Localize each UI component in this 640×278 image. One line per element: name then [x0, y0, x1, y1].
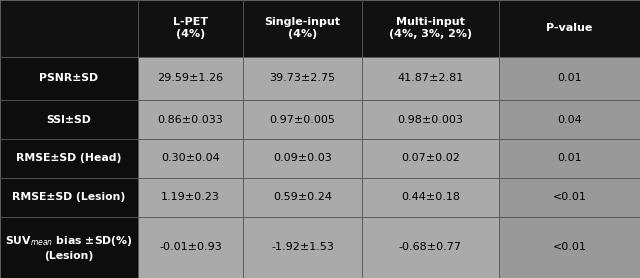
Bar [138, 100, 243, 139]
Text: SSI±SD: SSI±SD [46, 115, 92, 125]
Bar [362, 178, 499, 217]
Bar [138, 139, 243, 178]
Bar [499, 217, 640, 278]
Text: 0.04: 0.04 [557, 115, 582, 125]
Bar [243, 57, 362, 100]
Text: <0.01: <0.01 [553, 192, 586, 202]
Text: 0.30±0.04: 0.30±0.04 [161, 153, 220, 163]
Bar [499, 100, 640, 139]
Text: Single-input
(4%): Single-input (4%) [264, 18, 340, 39]
Text: Multi-input
(4%, 3%, 2%): Multi-input (4%, 3%, 2%) [389, 18, 472, 39]
Bar [243, 139, 362, 178]
Text: <0.01: <0.01 [553, 242, 586, 252]
Bar [362, 139, 499, 178]
Bar [243, 217, 362, 278]
Bar [499, 139, 640, 178]
Text: 0.97±0.005: 0.97±0.005 [269, 115, 335, 125]
Bar [243, 0, 362, 57]
Text: 29.59±1.26: 29.59±1.26 [157, 73, 223, 83]
Text: RMSE±SD (Lesion): RMSE±SD (Lesion) [12, 192, 125, 202]
Text: 0.07±0.02: 0.07±0.02 [401, 153, 460, 163]
Text: SUV$_{mean}$ bias ±SD(%)
(Lesion): SUV$_{mean}$ bias ±SD(%) (Lesion) [5, 234, 132, 260]
Text: L-PET
(4%): L-PET (4%) [173, 18, 208, 39]
Text: 0.59±0.24: 0.59±0.24 [273, 192, 332, 202]
Text: P-value: P-value [547, 23, 593, 33]
Text: 0.01: 0.01 [557, 73, 582, 83]
Bar [0, 217, 138, 278]
Bar [362, 0, 499, 57]
Text: 0.44±0.18: 0.44±0.18 [401, 192, 460, 202]
Bar [362, 217, 499, 278]
Bar [0, 139, 138, 178]
Bar [138, 57, 243, 100]
Text: -0.68±0.77: -0.68±0.77 [399, 242, 462, 252]
Bar [243, 100, 362, 139]
Text: 0.86±0.033: 0.86±0.033 [157, 115, 223, 125]
Text: -1.92±1.53: -1.92±1.53 [271, 242, 334, 252]
Text: 41.87±2.81: 41.87±2.81 [397, 73, 463, 83]
Text: -0.01±0.93: -0.01±0.93 [159, 242, 222, 252]
Text: 0.98±0.003: 0.98±0.003 [397, 115, 463, 125]
Bar [0, 57, 138, 100]
Bar [0, 100, 138, 139]
Bar [0, 0, 138, 57]
Text: 1.19±0.23: 1.19±0.23 [161, 192, 220, 202]
Text: RMSE±SD (Head): RMSE±SD (Head) [16, 153, 122, 163]
Bar [138, 0, 243, 57]
Text: 39.73±2.75: 39.73±2.75 [269, 73, 335, 83]
Bar [0, 178, 138, 217]
Bar [499, 178, 640, 217]
Bar [362, 100, 499, 139]
Text: 0.09±0.03: 0.09±0.03 [273, 153, 332, 163]
Bar [138, 178, 243, 217]
Bar [499, 0, 640, 57]
Bar [499, 57, 640, 100]
Text: 0.01: 0.01 [557, 153, 582, 163]
Bar [243, 178, 362, 217]
Bar [362, 57, 499, 100]
Text: PSNR±SD: PSNR±SD [39, 73, 99, 83]
Bar [138, 217, 243, 278]
